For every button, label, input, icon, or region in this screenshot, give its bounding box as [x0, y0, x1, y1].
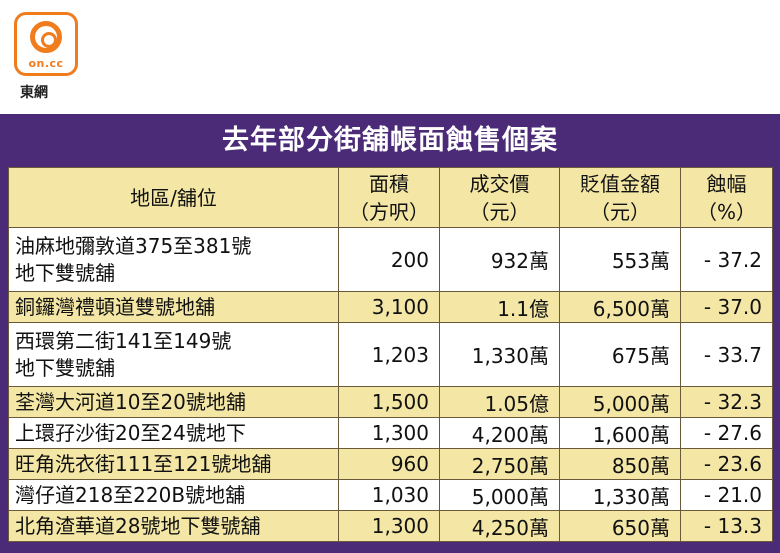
cell-loss: 6,500萬 [559, 291, 681, 323]
table-row: 油麻地彌敦道375至381號 地下雙號舖 200 932萬 553萬 - 37.… [8, 227, 773, 292]
header-location-label: 地區/舖位 [130, 185, 217, 210]
table-row: 銅鑼灣禮頓道雙號地舖 3,100 1.1億 6,500萬 - 37.0 [8, 291, 773, 323]
header-percent-label: 蝕幅 [706, 171, 747, 196]
cell-percent: - 27.6 [680, 417, 773, 449]
header-price-label: 成交價 [469, 171, 530, 196]
cell-price: 1.05億 [439, 386, 560, 418]
table-row: 北角渣華道28號地下雙號舖 1,300 4,250萬 650萬 - 13.3 [8, 510, 773, 542]
header-loss-label: 貶值金額 [580, 171, 660, 196]
cell-percent: - 37.0 [680, 291, 773, 323]
cell-price: 4,250萬 [439, 510, 560, 542]
cell-price: 2,750萬 [439, 448, 560, 480]
cell-location-line2: 地下雙號舖 [15, 355, 115, 380]
cell-location: 上環孖沙街20至24號地下 [8, 417, 339, 449]
cell-percent: - 13.3 [680, 510, 773, 542]
cell-location-line1: 西環第二街141至149號 [15, 328, 232, 353]
header-area-label: 面積 [369, 171, 409, 196]
cell-price: 5,000萬 [439, 479, 560, 511]
oncc-logo: on.cc [14, 12, 78, 76]
cell-price: 932萬 [439, 227, 560, 292]
cell-area: 1,203 [338, 322, 440, 387]
cell-area: 1,300 [338, 510, 440, 542]
cell-loss: 675萬 [559, 322, 681, 387]
header-price-unit: （元） [469, 199, 530, 224]
cell-location-line2: 地下雙號舖 [15, 260, 115, 285]
table-row: 上環孖沙街20至24號地下 1,300 4,200萬 1,600萬 - 27.6 [8, 417, 773, 449]
cell-area: 3,100 [338, 291, 440, 323]
cell-location: 北角渣華道28號地下雙號舖 [8, 510, 339, 542]
logo-text: on.cc [28, 57, 64, 70]
header-area-unit: （方呎） [349, 199, 429, 224]
cell-loss: 553萬 [559, 227, 681, 292]
cell-location: 油麻地彌敦道375至381號 地下雙號舖 [8, 227, 339, 292]
cell-percent: - 37.2 [680, 227, 773, 292]
cell-area: 1,030 [338, 479, 440, 511]
header-price: 成交價 （元） [439, 167, 560, 228]
header-loss: 貶值金額 （元） [559, 167, 681, 228]
cell-location: 灣仔道218至220B號地舖 [8, 479, 339, 511]
table-row: 旺角洗衣街111至121號地舖 960 2,750萬 850萬 - 23.6 [8, 448, 773, 480]
table-header: 地區/舖位 面積 （方呎） 成交價 （元） 貶值金額 （元） [8, 167, 773, 228]
cell-percent: - 32.3 [680, 386, 773, 418]
header-loss-unit: （元） [590, 199, 650, 224]
cell-location: 西環第二街141至149號 地下雙號舖 [8, 322, 339, 387]
cell-price: 1,330萬 [439, 322, 560, 387]
cell-location: 銅鑼灣禮頓道雙號地舖 [8, 291, 339, 323]
cell-area: 200 [338, 227, 440, 292]
cell-location-line1: 油麻地彌敦道375至381號 [15, 233, 252, 258]
cell-area: 1,500 [338, 386, 440, 418]
table-row: 荃灣大河道10至20號地舖 1,500 1.05億 5,000萬 - 32.3 [8, 386, 773, 418]
cell-loss: 850萬 [559, 448, 681, 480]
header-area: 面積 （方呎） [338, 167, 440, 228]
cell-percent: - 33.7 [680, 322, 773, 387]
cell-location: 旺角洗衣街111至121號地舖 [8, 448, 339, 480]
header-percent-unit: （%） [696, 199, 756, 224]
brand-name: 東網 [20, 85, 48, 101]
cell-price: 4,200萬 [439, 417, 560, 449]
cell-loss: 1,600萬 [559, 417, 681, 449]
cell-loss: 650萬 [559, 510, 681, 542]
header-percent: 蝕幅 （%） [680, 167, 773, 228]
table-row: 西環第二街141至149號 地下雙號舖 1,203 1,330萬 675萬 - … [8, 322, 773, 387]
cell-percent: - 21.0 [680, 479, 773, 511]
logo-ring-icon [30, 21, 62, 53]
cell-area: 960 [338, 448, 440, 480]
header-location: 地區/舖位 [8, 167, 339, 228]
cell-percent: - 23.6 [680, 448, 773, 480]
cell-loss: 5,000萬 [559, 386, 681, 418]
cell-loss: 1,330萬 [559, 479, 681, 511]
table-title: 去年部分街舖帳面蝕售個案 [222, 125, 558, 156]
shop-loss-table: 地區/舖位 面積 （方呎） 成交價 （元） 貶值金額 （元） [8, 167, 773, 542]
table-row: 灣仔道218至220B號地舖 1,030 5,000萬 1,330萬 - 21.… [8, 479, 773, 511]
table-body: 油麻地彌敦道375至381號 地下雙號舖 200 932萬 553萬 - 37.… [8, 227, 773, 542]
table-panel: 去年部分街舖帳面蝕售個案 地區/舖位 面積 （方呎） [0, 114, 780, 553]
cell-price: 1.1億 [439, 291, 560, 323]
cell-area: 1,300 [338, 417, 440, 449]
cell-location: 荃灣大河道10至20號地舖 [8, 386, 339, 418]
